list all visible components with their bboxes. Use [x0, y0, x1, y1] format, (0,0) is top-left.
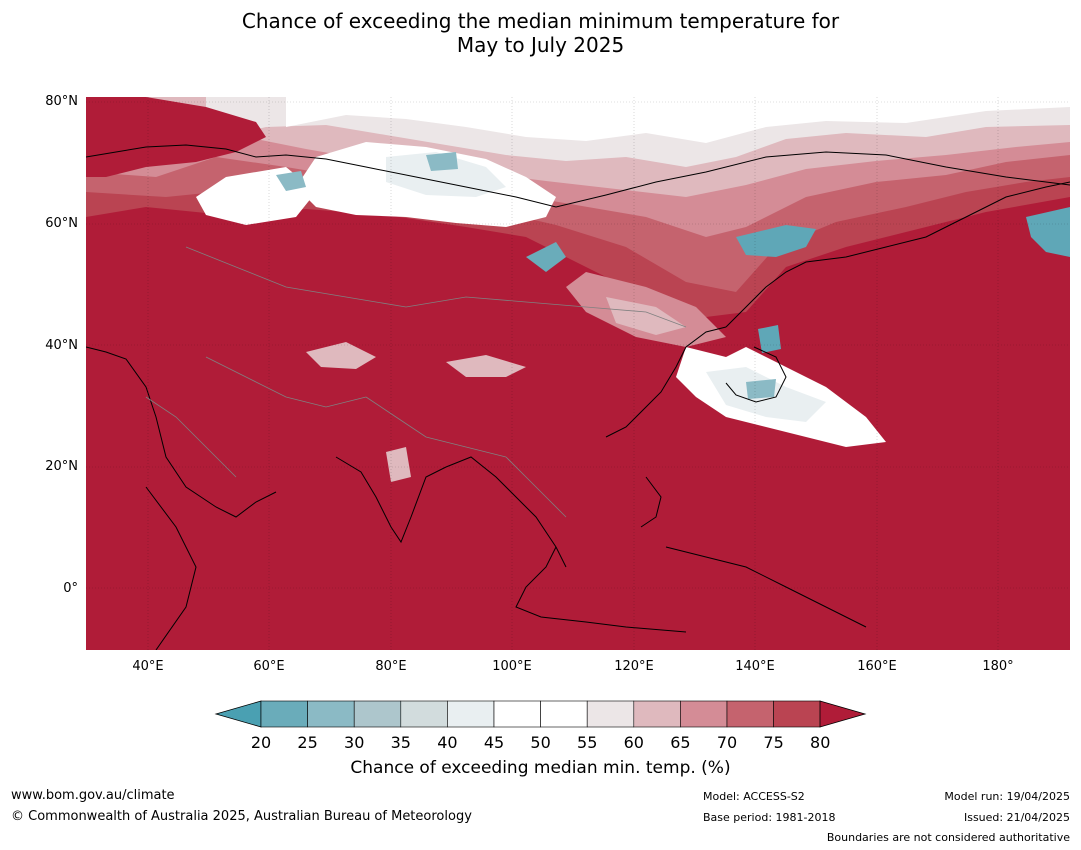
- copyright-text: © Commonwealth of Australia 2025, Austra…: [11, 809, 472, 824]
- legend-low-extend: [214, 700, 262, 728]
- legend-tick-label: 35: [390, 733, 411, 752]
- lat-label-20n: 20°N: [45, 459, 78, 474]
- graticule: [86, 97, 1070, 650]
- legend-tick-label: 55: [577, 733, 598, 752]
- probability-map: [86, 97, 1070, 650]
- ural-cool-zone: [276, 171, 306, 191]
- lon-label-40e: 40°E: [132, 659, 164, 674]
- model-run-date: Model run: 19/04/2025: [944, 790, 1070, 803]
- central-asia-moderate-zone: [306, 342, 376, 369]
- legend-bin: [260, 700, 308, 728]
- legend-tick-label: 20: [250, 733, 272, 752]
- legend-bin: [726, 700, 774, 728]
- siberia-light-zone: [386, 152, 506, 197]
- legend-bin: [400, 700, 448, 728]
- legend-tick-label: 30: [344, 733, 365, 752]
- legend-tick-label: 40: [437, 733, 458, 752]
- lon-label-160e: 160°E: [857, 659, 897, 674]
- legend-bin: [633, 700, 681, 728]
- legend-bin: [493, 700, 541, 728]
- lat-label-40n: 40°N: [45, 338, 78, 353]
- lat-label-80n: 80°N: [45, 94, 78, 109]
- lon-label-180: 180°: [982, 659, 1014, 674]
- tibet-moderate-zone: [446, 355, 526, 377]
- legend-tick-label: 80: [810, 733, 831, 752]
- coastlines: [86, 144, 1070, 650]
- legend-bin: [586, 700, 635, 728]
- legend-label: Chance of exceeding median min. temp. (%…: [350, 758, 731, 778]
- country-borders: [145, 246, 687, 518]
- legend-bin: [773, 700, 821, 728]
- model-name: Model: ACCESS-S2: [703, 790, 805, 803]
- map-title-line-1: Chance of exceeding the median minimum t…: [241, 9, 840, 33]
- legend-bin: [680, 700, 728, 728]
- legend-high-extend: [819, 700, 867, 728]
- lon-label-100e: 100°E: [492, 659, 532, 674]
- legend-tick-label: 75: [763, 733, 784, 752]
- legend-colorbar: [214, 700, 867, 728]
- issued-date: Issued: 21/04/2025: [963, 811, 1070, 824]
- legend-tick-label: 45: [483, 733, 505, 752]
- east-siberia-cool-zone: [736, 225, 816, 257]
- pacific-cool-zone: [746, 379, 776, 399]
- legend-bin: [447, 700, 495, 728]
- legend-bin: [540, 700, 588, 728]
- lon-label-60e: 60°E: [253, 659, 285, 674]
- lon-label-120e: 120°E: [614, 659, 654, 674]
- legend-bin: [353, 700, 402, 728]
- japan-cool-zone: [758, 325, 781, 353]
- scandinavia-high-zone: [86, 97, 266, 177]
- legend-tick-label: 60: [623, 733, 644, 752]
- baikal-cool-zone: [526, 242, 566, 272]
- legend-tick-label: 50: [530, 733, 551, 752]
- legend-tick-label: 70: [716, 733, 738, 752]
- base-period: Base period: 1981-2018: [703, 811, 836, 824]
- himalaya-moderate-zone: [386, 447, 411, 482]
- website-link[interactable]: www.bom.gov.au/climate: [11, 788, 175, 803]
- legend-tick-label: 25: [297, 733, 318, 752]
- lon-label-80e: 80°E: [375, 659, 407, 674]
- alaska-cool-zone: [1026, 207, 1070, 257]
- map-title-line-2: May to July 2025: [456, 33, 625, 57]
- lon-label-140e: 140°E: [735, 659, 775, 674]
- legend-tick-label: 65: [670, 733, 691, 752]
- boundaries-disclaimer: Boundaries are not considered authoritat…: [826, 831, 1070, 844]
- lat-label-60n: 60°N: [45, 216, 78, 231]
- west-siberia-cool-zone: [426, 152, 458, 171]
- legend-bin: [307, 700, 355, 728]
- lat-label-equator: 0°: [63, 581, 78, 596]
- china-north-moderate-zone: [606, 297, 686, 335]
